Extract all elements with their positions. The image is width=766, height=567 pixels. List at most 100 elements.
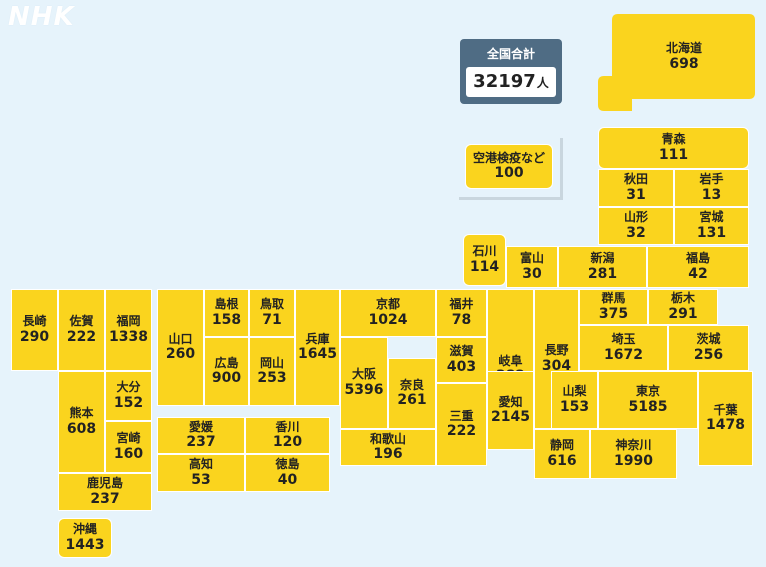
- tile-name: 千葉: [713, 402, 738, 417]
- tile-kumamoto[interactable]: 熊本 608: [58, 371, 105, 473]
- tile-value: 304: [541, 357, 572, 374]
- tile-shiga[interactable]: 滋賀 403: [436, 337, 487, 383]
- tile-value: 1024: [368, 311, 408, 328]
- tile-value: 5396: [344, 381, 384, 398]
- tile-saitama[interactable]: 埼玉 1672: [579, 325, 668, 371]
- tile-value: 78: [451, 311, 472, 328]
- tile-tokyo[interactable]: 東京 5185: [598, 371, 698, 429]
- tile-name: 香川: [275, 419, 300, 434]
- tile-name: 石川: [472, 244, 497, 259]
- tile-mie[interactable]: 三重 222: [436, 383, 487, 466]
- tile-name: 島根: [214, 297, 239, 312]
- tile-value: 1990: [614, 452, 653, 469]
- tile-kochi[interactable]: 高知 53: [157, 454, 245, 492]
- tile-name: 奈良: [399, 377, 424, 392]
- tile-value: 30: [522, 265, 542, 282]
- tile-name: 長崎: [22, 314, 47, 329]
- tile-miyazaki[interactable]: 宮崎 160: [105, 421, 152, 473]
- tile-iwate[interactable]: 岩手 13: [674, 169, 749, 207]
- tile-miyagi[interactable]: 宮城 131: [674, 207, 749, 245]
- tile-value: 375: [598, 305, 629, 322]
- tile-okinawa[interactable]: 沖縄 1443: [58, 518, 112, 558]
- tile-name: 沖縄: [72, 522, 97, 537]
- tile-name: 秋田: [623, 172, 648, 187]
- hokkaido-shape: [598, 14, 755, 111]
- tile-value: 698: [669, 55, 699, 72]
- tile-value: 5185: [628, 398, 668, 415]
- tile-yamagata[interactable]: 山形 32: [598, 207, 674, 245]
- tile-value: 40: [277, 471, 298, 488]
- tile-hokkaido[interactable]: 北海道 698: [612, 14, 756, 100]
- tile-aichi[interactable]: 愛知 2145: [487, 371, 534, 450]
- tile-shizuoka[interactable]: 静岡 616: [534, 429, 590, 479]
- tile-name: 長野: [544, 343, 569, 358]
- tile-name: 山形: [623, 210, 648, 225]
- tile-name: 静岡: [549, 438, 574, 453]
- tile-kyoto[interactable]: 京都 1024: [340, 289, 436, 337]
- tile-value: 153: [559, 398, 590, 415]
- tile-tokushima[interactable]: 徳島 40: [245, 454, 330, 492]
- tile-name: 空港検疫など: [472, 150, 545, 165]
- tile-name: 埼玉: [611, 332, 636, 347]
- tile-yamanashi[interactable]: 山梨 153: [551, 371, 598, 429]
- tile-value: 616: [547, 452, 577, 469]
- tile-nara[interactable]: 奈良 261: [388, 358, 436, 429]
- tile-name: 広島: [214, 355, 239, 370]
- tile-value: 100: [494, 165, 524, 182]
- tile-value: 31: [626, 186, 646, 203]
- tile-tochigi[interactable]: 栃木 291: [648, 289, 718, 325]
- tile-value: 222: [446, 423, 477, 440]
- tile-value: 403: [446, 358, 477, 375]
- tile-nagasaki[interactable]: 長崎 290: [11, 289, 58, 371]
- tile-hiroshima[interactable]: 広島 900: [204, 337, 249, 406]
- tile-yamaguchi[interactable]: 山口 260: [157, 289, 204, 406]
- tile-oita[interactable]: 大分 152: [105, 371, 152, 421]
- tile-value: 32: [626, 224, 646, 241]
- tile-name: 兵庫: [305, 331, 330, 346]
- tile-ibaraki[interactable]: 茨城 256: [668, 325, 749, 371]
- tile-kagoshima[interactable]: 鹿児島 237: [58, 473, 152, 511]
- tile-saga[interactable]: 佐賀 222: [58, 289, 105, 371]
- tile-name: 福島: [685, 251, 710, 266]
- tile-toyama[interactable]: 富山 30: [506, 246, 558, 288]
- tile-tottori[interactable]: 鳥取 71: [249, 289, 295, 337]
- tile-shimane[interactable]: 島根 158: [204, 289, 249, 337]
- national-total-panel: 全国合計 32197 人: [460, 39, 562, 104]
- tile-value: 260: [165, 346, 196, 363]
- tile-name: 和歌山: [369, 431, 406, 446]
- tile-name: 山口: [168, 331, 193, 346]
- tile-kanagawa[interactable]: 神奈川 1990: [590, 429, 677, 479]
- tile-niigata[interactable]: 新潟 281: [558, 246, 647, 288]
- tile-gunma[interactable]: 群馬 375: [579, 289, 648, 325]
- tile-value: 131: [696, 224, 727, 241]
- tile-hyogo[interactable]: 兵庫 1645: [295, 289, 340, 406]
- tile-fukushima[interactable]: 福島 42: [647, 246, 749, 288]
- tile-value: 281: [587, 265, 618, 282]
- tile-ishikawa[interactable]: 石川 114: [463, 234, 506, 286]
- tile-value: 261: [397, 392, 427, 409]
- tile-okayama[interactable]: 岡山 253: [249, 337, 295, 406]
- tile-name: 栃木: [670, 291, 695, 306]
- tile-value: 111: [658, 146, 689, 163]
- tile-value: 114: [469, 258, 500, 275]
- tile-value: 237: [90, 490, 120, 507]
- tile-aomori[interactable]: 青森 111: [598, 127, 749, 169]
- tile-airport[interactable]: 空港検疫など 100: [465, 144, 553, 189]
- tile-fukuoka[interactable]: 福岡 1338: [105, 289, 152, 371]
- tile-ehime[interactable]: 愛媛 237: [157, 417, 245, 454]
- tile-name: 宮城: [699, 210, 724, 225]
- tile-value: 1478: [706, 417, 745, 434]
- tile-name: 佐賀: [69, 314, 94, 329]
- tile-fukui[interactable]: 福井 78: [436, 289, 487, 337]
- tile-value: 290: [19, 328, 50, 345]
- tile-osaka[interactable]: 大阪 5396: [340, 337, 388, 429]
- tile-chiba[interactable]: 千葉 1478: [698, 371, 753, 466]
- tile-value: 42: [688, 265, 708, 282]
- tile-akita[interactable]: 秋田 31: [598, 169, 674, 207]
- tile-name: 大分: [116, 380, 141, 395]
- tile-wakayama[interactable]: 和歌山 196: [340, 429, 436, 466]
- tile-name: 愛媛: [188, 419, 213, 434]
- tile-value: 2145: [491, 409, 530, 426]
- tile-kagawa[interactable]: 香川 120: [245, 417, 330, 454]
- tile-value: 900: [211, 370, 242, 387]
